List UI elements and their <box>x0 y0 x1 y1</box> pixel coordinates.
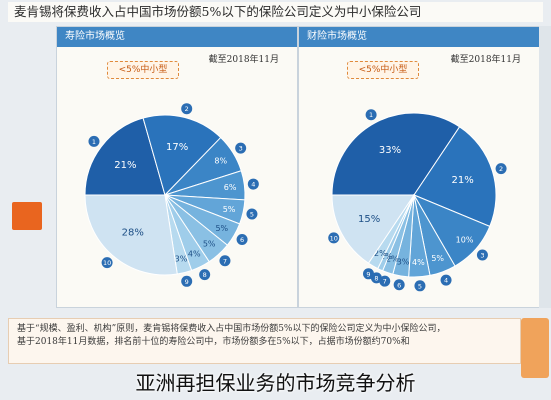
infographic-headline: 麦肯锡将保费收入占中国市场份额5%以下的保险公司定义为中小保险公司 <box>8 2 543 22</box>
rank-badge-8 <box>199 269 211 281</box>
left-logo-strip <box>0 30 52 246</box>
rank-number-2: 2 <box>499 165 503 173</box>
rank-number-10: 10 <box>103 259 111 267</box>
panel-header: 财险市场概览 <box>299 27 539 47</box>
rank-number-6: 6 <box>240 236 244 244</box>
rank-number-4: 4 <box>251 181 255 189</box>
rank-number-8: 8 <box>374 274 378 282</box>
life-market-share-pie: 21%117%28%36% 45%55%65%74%83%928%10 <box>84 103 259 287</box>
definition-footnote: 基于“规模、盈利、机构”原则，麦肯锡将保费收入占中国市场份额5%以下的保险公司定… <box>8 318 521 364</box>
rank-number-5: 5 <box>250 211 254 219</box>
rank-number-4: 4 <box>444 277 448 285</box>
rank-badge-2 <box>495 163 507 175</box>
rank-number-9: 9 <box>366 270 370 278</box>
footnote-tag <box>521 318 549 378</box>
right-rail <box>539 26 551 308</box>
rank-badge-7 <box>219 255 231 267</box>
pie-slice-10 <box>84 194 178 276</box>
rank-badge-3 <box>476 249 488 261</box>
rank-badge-4 <box>440 274 452 286</box>
date-note: 截至2018年11月 <box>208 55 279 65</box>
rank-badge-9 <box>181 275 193 287</box>
rank-number-7: 7 <box>383 278 387 286</box>
article-caption: 亚洲再担保业务的市场竞争分析 <box>135 371 416 395</box>
pie-slice-2 <box>413 126 497 228</box>
rank-number-3: 3 <box>239 145 243 153</box>
slice-label-10: 15% <box>358 214 380 225</box>
panel-header: 寿险市场概览 <box>57 27 297 47</box>
slice-label-9: 2% <box>374 249 387 258</box>
rank-badge-2 <box>181 103 193 115</box>
slice-label-3: 8% <box>214 156 227 165</box>
rank-number-2: 2 <box>185 105 189 113</box>
slice-label-2: 17% <box>166 142 188 153</box>
small-insurer-band-tag: <5%中小型 <box>107 61 179 79</box>
rank-badge-10 <box>101 257 113 269</box>
insurer-logo-icon <box>12 202 42 230</box>
footnote-line: 基于2018年11月数据，排名前十位的寿险公司中，市场份额多在5%以下，占据市场… <box>17 337 410 347</box>
rank-number-1: 1 <box>92 138 96 146</box>
slice-label-7: 5% <box>203 239 216 248</box>
slice-label-7: 2% <box>386 255 399 264</box>
slice-label-4: 5% <box>431 254 444 263</box>
footnote-line: 基于“规模、盈利、机构”原则，麦肯锡将保费收入占中国市场份额5%以下的保险公司定… <box>17 324 446 334</box>
rank-number-3: 3 <box>480 252 484 260</box>
rank-badge-3 <box>235 142 247 154</box>
rank-badge-6 <box>393 279 405 291</box>
pie-slice-10 <box>331 194 415 264</box>
date-note: 截至2018年11月 <box>450 55 521 65</box>
slice-label-5: 4% <box>412 258 425 267</box>
property-market-share-pie: 33% 1 21% 2 10% 3 5% 4 4% 5 3% 6 2% 7 1% 8 2% 9 15% 10 <box>328 109 507 292</box>
rank-badge-7 <box>379 275 391 287</box>
rank-number-5: 5 <box>418 282 422 290</box>
life-insurance-panel: 寿险市场概览 截至2018年11月 <5%中小型 21% 1 17% 2 8% 3 6% 4 5… <box>56 26 298 308</box>
slice-label-8: 1% <box>380 252 393 261</box>
rank-number-1: 1 <box>369 111 373 119</box>
slice-label-2: 21% <box>452 175 474 186</box>
pie-slice-1 <box>84 117 166 196</box>
slice-label-6: 5% <box>215 224 228 233</box>
rank-badge-9 <box>363 268 374 280</box>
small-insurer-band-tag: <5%中小型 <box>347 61 419 79</box>
slice-label-3: 10% <box>456 235 474 244</box>
slice-label-1: 33% <box>379 145 401 156</box>
rank-number-8: 8 <box>203 271 207 279</box>
rank-number-10: 10 <box>330 234 338 242</box>
slice-label-6: 3% <box>397 257 410 266</box>
pie-slice-2 <box>142 114 222 196</box>
rank-number-9: 9 <box>185 278 189 286</box>
rank-badge-5 <box>246 208 258 220</box>
slice-label-4: 6% <box>224 183 237 192</box>
rank-badge-1 <box>365 109 377 121</box>
rank-badge-4 <box>247 178 259 190</box>
property-insurance-panel: 财险市场概览 截至2018年11月 <5%中小型 33% 1 21% 2 10% 3 5% 4… <box>298 26 540 308</box>
rank-badge-5 <box>414 280 426 292</box>
rank-number-6: 6 <box>397 281 401 289</box>
slice-label-9: 3% <box>175 255 188 264</box>
rank-badge-10 <box>328 232 340 244</box>
slice-label-1: 21% <box>114 160 136 171</box>
slice-label-5: 5% <box>223 205 236 214</box>
rank-number-7: 7 <box>223 257 227 265</box>
slice-label-8: 4% <box>188 250 201 259</box>
slice-label-10: 28% <box>122 228 144 239</box>
rank-badge-1 <box>88 135 100 147</box>
rank-badge-6 <box>236 234 248 245</box>
